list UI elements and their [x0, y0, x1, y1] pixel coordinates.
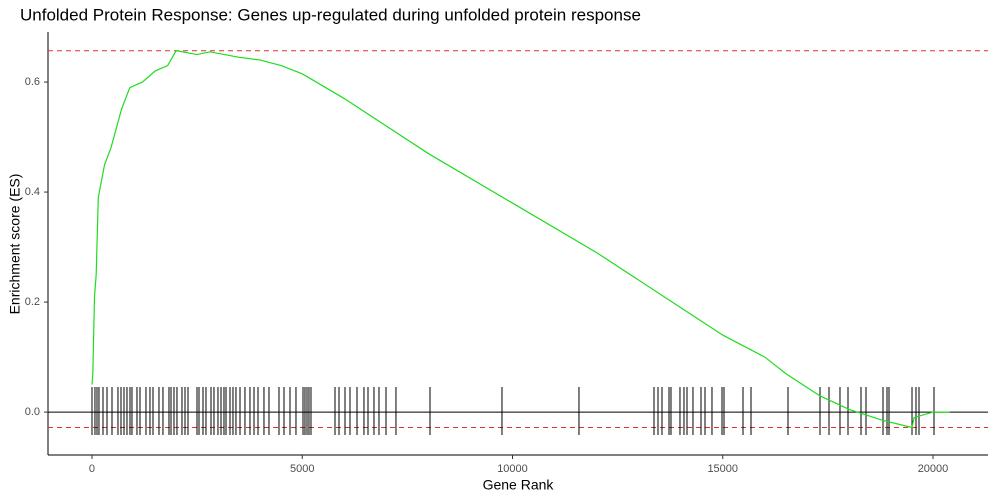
x-tick-label: 5000: [290, 463, 314, 475]
chart-title: Unfolded Protein Response: Genes up-regu…: [20, 5, 641, 24]
es-curve: [91, 50, 950, 429]
y-axis-label: Enrichment score (ES): [7, 174, 23, 315]
y-tick-label: 0.6: [25, 76, 40, 88]
y-tick-label: 0.4: [25, 186, 40, 198]
y-tick-label: 0.2: [25, 296, 40, 308]
x-tick-label: 0: [89, 463, 95, 475]
x-tick-label: 15000: [707, 463, 738, 475]
x-axis-label: Gene Rank: [483, 477, 555, 493]
y-tick-label: 0.0: [25, 406, 40, 418]
x-tick-label: 10000: [497, 463, 528, 475]
x-tick-label: 20000: [918, 463, 949, 475]
